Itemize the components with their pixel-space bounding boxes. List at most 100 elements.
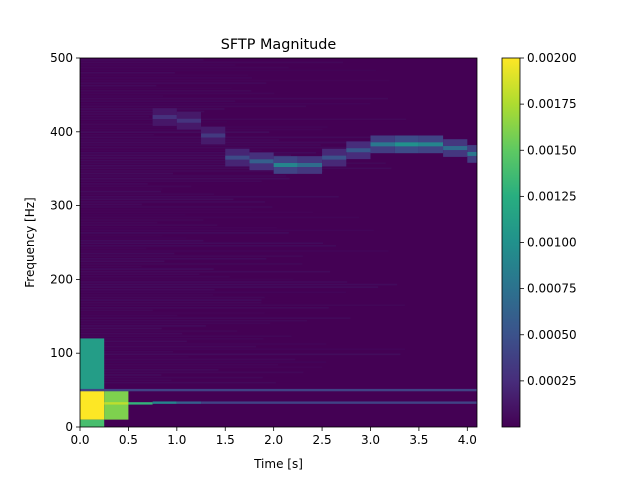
noise-streak	[80, 92, 275, 95]
noise-streak	[80, 247, 147, 250]
ridge-cell	[201, 133, 226, 138]
noise-streak	[80, 188, 163, 190]
noise-streak	[80, 115, 150, 118]
colorbar-tick-label: 0.00025	[527, 374, 577, 388]
noise-streak	[80, 376, 263, 379]
noise-streak	[80, 239, 204, 242]
colorbar-tick-label: 0.00175	[527, 97, 577, 111]
noise-streak	[80, 343, 327, 345]
noise-streak	[80, 152, 317, 154]
noise-streak	[80, 77, 253, 79]
noise-streak	[80, 345, 257, 348]
heatmap-cell	[80, 419, 105, 427]
noise-streak	[80, 190, 161, 193]
x-tick-label: 3.5	[409, 433, 428, 447]
noise-streak	[80, 276, 230, 278]
noise-streak	[80, 265, 142, 268]
noise-streak	[80, 219, 204, 221]
noise-streak	[80, 214, 186, 216]
y-axis-label: Frequency [Hz]	[23, 197, 37, 288]
noise-streak	[80, 232, 289, 234]
ridge-cell	[467, 151, 477, 156]
tone-line	[104, 402, 129, 405]
noise-streak	[80, 133, 154, 136]
noise-streak	[80, 245, 337, 247]
noise-streak	[80, 263, 303, 265]
noise-streak	[80, 348, 406, 350]
ridge-cell	[370, 142, 395, 147]
noise-streak	[80, 172, 173, 175]
noise-streak	[80, 201, 265, 203]
ridge-cell	[273, 163, 298, 168]
colorbar-tick-label: 0.00125	[527, 189, 577, 203]
colorbar-tick-label: 0.00075	[527, 282, 577, 296]
ridge-cell	[418, 142, 444, 147]
noise-streak	[80, 291, 347, 294]
tone-line	[128, 402, 153, 405]
noise-streak	[80, 97, 389, 100]
noise-streak	[80, 59, 204, 61]
noise-streak	[80, 154, 292, 157]
noise-streak	[80, 369, 219, 371]
noise-streak	[80, 108, 225, 110]
noise-streak	[80, 175, 287, 177]
ridge-cell	[176, 118, 202, 123]
noise-streak	[80, 69, 377, 71]
noise-streak	[80, 374, 162, 376]
x-tick-label: 2.5	[313, 433, 332, 447]
noise-streak	[80, 319, 308, 322]
noise-streak	[80, 353, 401, 356]
colorbar: 0.00025 0.00050 0.00075 0.00100 0.00125 0.001…	[501, 51, 577, 428]
noise-streak	[80, 74, 248, 77]
y-tick-label: 200	[50, 272, 73, 286]
noise-streak	[80, 87, 232, 90]
colorbar-ticks: 0.00025 0.00050 0.00075 0.00100 0.00125 0.001…	[520, 51, 577, 388]
ridge-cell	[346, 148, 371, 153]
noise-streak	[80, 144, 321, 146]
noise-streak	[80, 322, 271, 325]
noise-streak	[80, 180, 262, 183]
noise-streak	[80, 340, 187, 343]
noise-streak	[80, 257, 267, 260]
y-tick-label: 0	[65, 420, 73, 434]
x-tick-label: 0.5	[119, 433, 138, 447]
noise-streak	[80, 90, 252, 92]
noise-streak	[80, 312, 265, 314]
x-axis: 0.0 0.5 1.0 1.5 2.0 2.5 3.0 3.5 4.0	[70, 427, 477, 447]
noise-streak	[80, 314, 178, 317]
x-tick-label: 1.0	[167, 433, 186, 447]
noise-streak	[80, 139, 280, 141]
noise-streak	[80, 159, 278, 162]
noise-streak	[80, 327, 162, 330]
noise-streak	[80, 110, 205, 113]
heatmap-cell	[104, 390, 129, 420]
heatmap-cell	[80, 390, 105, 420]
spectrogram-texture	[80, 59, 410, 384]
noise-streak	[80, 118, 407, 121]
ridge-cell	[152, 115, 177, 120]
colorbar-tick-label: 0.00050	[527, 328, 577, 342]
noise-streak	[80, 131, 270, 133]
noise-streak	[80, 226, 277, 229]
x-tick-label: 4.0	[458, 433, 477, 447]
noise-streak	[80, 361, 327, 363]
x-tick-label: 3.0	[361, 433, 380, 447]
noise-streak	[80, 234, 163, 237]
noise-streak	[80, 164, 267, 167]
colorbar-tick-label: 0.00200	[527, 51, 577, 65]
noise-streak	[80, 273, 200, 276]
noise-streak	[80, 193, 215, 195]
plot-area	[80, 58, 477, 427]
noise-streak	[80, 335, 292, 338]
noise-streak	[80, 208, 252, 211]
ridge-cell	[297, 163, 323, 168]
noise-streak	[80, 146, 410, 149]
noise-streak	[80, 301, 262, 304]
noise-streak	[80, 149, 262, 152]
noise-streak	[80, 157, 359, 159]
noise-streak	[80, 64, 236, 66]
noise-streak	[80, 332, 183, 335]
noise-streak	[80, 113, 191, 115]
noise-streak	[80, 338, 264, 340]
noise-streak	[80, 237, 187, 239]
